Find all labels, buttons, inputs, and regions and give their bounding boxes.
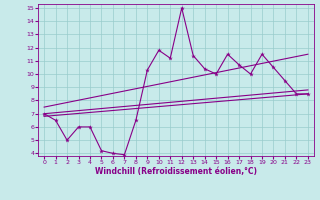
X-axis label: Windchill (Refroidissement éolien,°C): Windchill (Refroidissement éolien,°C): [95, 167, 257, 176]
